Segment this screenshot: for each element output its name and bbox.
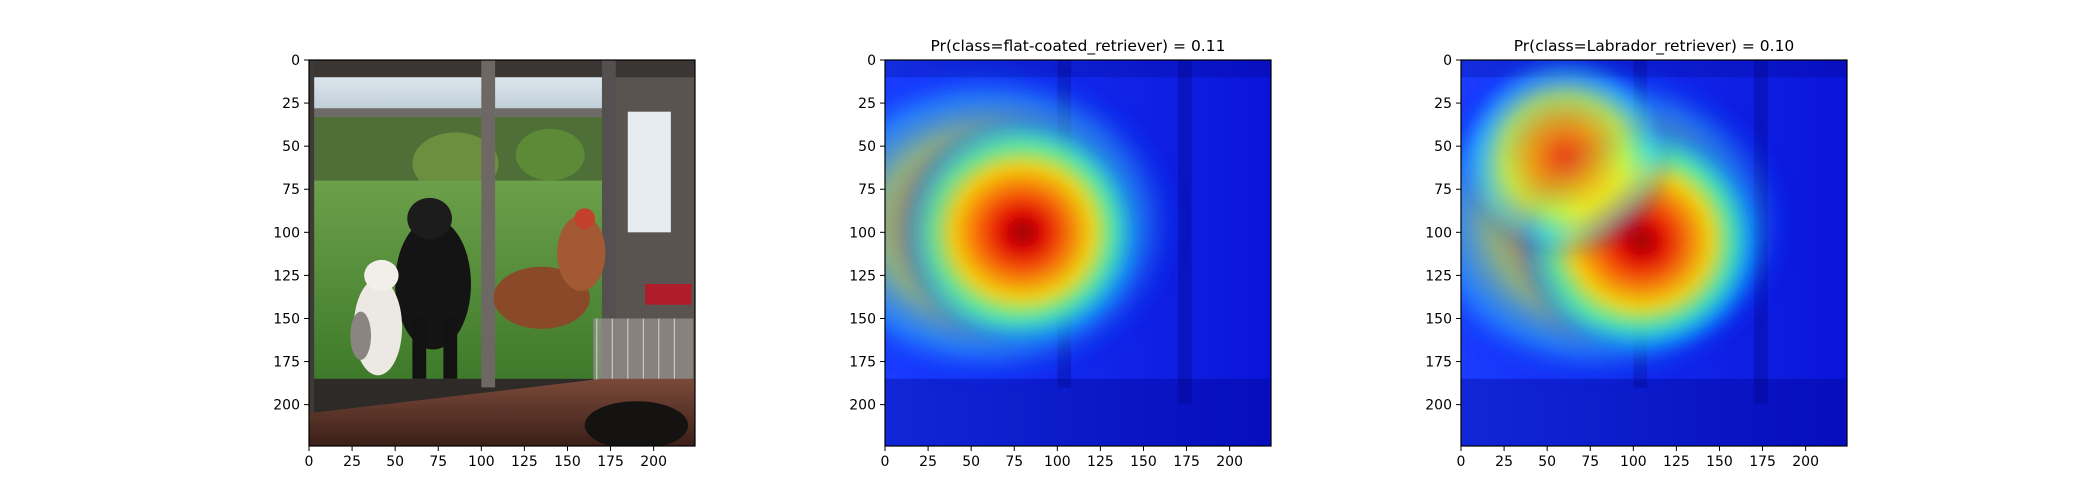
x-tick-label: 100 — [1620, 454, 1647, 470]
axes-frame — [884, 59, 1272, 447]
x-tick-label: 75 — [429, 454, 447, 470]
y-tick-label: 25 — [282, 96, 300, 112]
y-tick-label: 200 — [1425, 398, 1452, 414]
x-tick-label: 125 — [1087, 454, 1114, 470]
x-tick-label: 50 — [962, 454, 980, 470]
x-tick-label: 75 — [1005, 454, 1023, 470]
y-tick-label: 75 — [858, 182, 876, 198]
y-tick-label: 50 — [858, 139, 876, 155]
x-tick-label: 175 — [1749, 454, 1776, 470]
x-tick-label: 25 — [1495, 454, 1513, 470]
panel-2: 0 25 50 75 100 125 150 175 200 0 25 50 75 100 125 150 17… — [849, 37, 1272, 470]
x-tick-label: 150 — [554, 454, 581, 470]
y-tick-label: 25 — [858, 96, 876, 112]
y-tick-label: 75 — [1434, 182, 1452, 198]
x-tick-label: 125 — [1663, 454, 1690, 470]
panel-title: Pr(class=flat-coated_retriever) = 0.11 — [931, 37, 1226, 56]
heatmap-peak — [1461, 60, 1676, 261]
axes-frame — [308, 59, 696, 447]
y-tick-label: 100 — [849, 225, 876, 241]
x-tick-label: 100 — [1044, 454, 1071, 470]
x-tick-label: 50 — [1538, 454, 1556, 470]
y-tick-label: 175 — [849, 355, 876, 371]
x-tick-label: 200 — [640, 454, 667, 470]
y-tick-label: 100 — [273, 225, 300, 241]
x-tick-label: 25 — [919, 454, 937, 470]
y-tick-label: 100 — [1425, 225, 1452, 241]
y-tick-label: 50 — [282, 139, 300, 155]
x-tick-label: 25 — [343, 454, 361, 470]
panel-title: Pr(class=Labrador_retriever) = 0.10 — [1514, 37, 1795, 56]
x-tick-label: 100 — [468, 454, 495, 470]
heatmap-peak — [896, 111, 1150, 353]
y-tick-label: 175 — [1425, 355, 1452, 371]
x-tick-label: 150 — [1130, 454, 1157, 470]
photo-black-dog — [395, 218, 471, 350]
x-tick-label: 50 — [386, 454, 404, 470]
axes-frame — [1460, 59, 1848, 447]
y-tick-label: 125 — [273, 268, 300, 284]
y-tick-label: 0 — [1443, 53, 1452, 69]
y-tick-label: 50 — [1434, 139, 1452, 155]
y-tick-label: 0 — [291, 53, 300, 69]
x-tick-label: 175 — [1173, 454, 1200, 470]
photo-hen — [493, 266, 590, 329]
y-tick-label: 75 — [282, 182, 300, 198]
panel-1: 0 25 50 75 100 125 150 175 200 0 25 50 75 100 125 150 17… — [273, 53, 696, 470]
x-tick-label: 0 — [1457, 454, 1466, 470]
photo-image — [309, 60, 695, 446]
panel-3: 0 25 50 75 100 125 150 175 200 0 25 50 75 100 125 150 17… — [1425, 37, 1848, 470]
y-tick-label: 150 — [849, 311, 876, 327]
y-tick-label: 125 — [1425, 268, 1452, 284]
photo-window-frame — [481, 60, 496, 388]
x-tick-label: 200 — [1792, 454, 1819, 470]
y-tick-label: 0 — [867, 53, 876, 69]
x-tick-label: 0 — [881, 454, 890, 470]
x-tick-label: 125 — [511, 454, 538, 470]
x-tick-label: 150 — [1706, 454, 1733, 470]
y-tick-label: 150 — [1425, 311, 1452, 327]
x-tick-label: 200 — [1216, 454, 1243, 470]
y-tick-label: 200 — [849, 398, 876, 414]
y-tick-label: 175 — [273, 355, 300, 371]
y-tick-label: 200 — [273, 398, 300, 414]
x-tick-label: 175 — [597, 454, 624, 470]
x-tick-label: 75 — [1581, 454, 1599, 470]
y-tick-label: 125 — [849, 268, 876, 284]
x-tick-label: 0 — [305, 454, 314, 470]
y-tick-label: 150 — [273, 311, 300, 327]
y-tick-label: 25 — [1434, 96, 1452, 112]
